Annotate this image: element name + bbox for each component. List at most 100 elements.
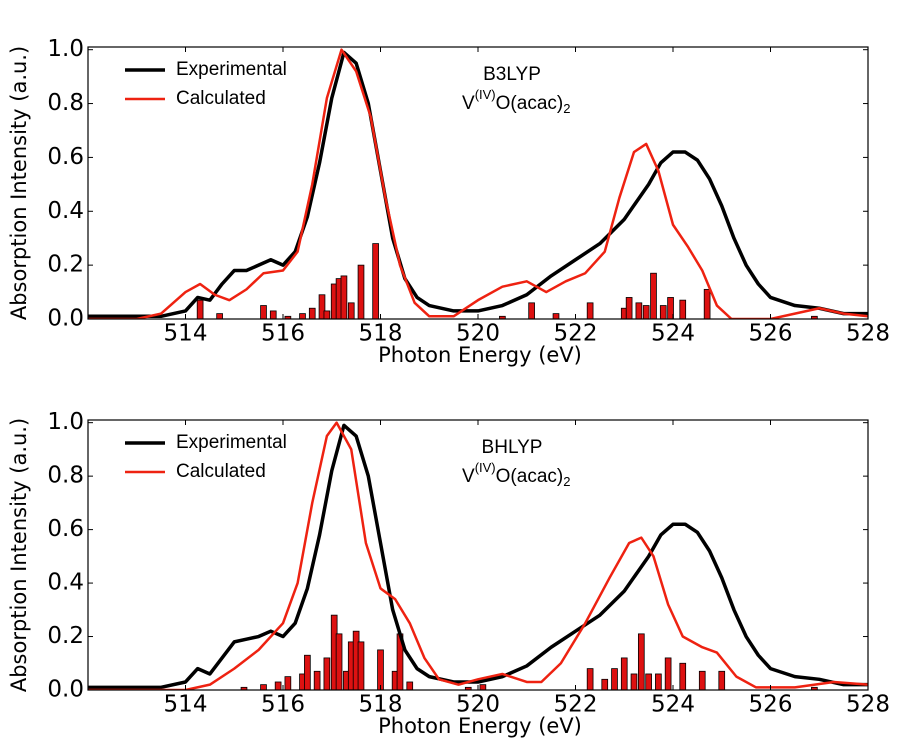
stick-bar	[552, 313, 560, 319]
y-tick-label: 0.6	[47, 516, 84, 542]
y-tick-label: 0.2	[47, 252, 84, 278]
x-tick-label: 528	[846, 692, 890, 718]
formula-label: V(IV)O(acac)2	[462, 460, 570, 489]
stick-bar	[377, 649, 384, 690]
x-tick-label: 518	[359, 321, 403, 347]
y-axis-label: Absorption Intensity (a.u.)	[7, 46, 31, 320]
stick-bar	[655, 673, 662, 690]
formula-part: V	[462, 93, 475, 114]
stick-bar	[625, 297, 633, 319]
y-tick-label: 0.8	[47, 463, 84, 489]
x-tick-label: 522	[554, 321, 598, 347]
stick-bar	[703, 288, 711, 319]
y-axis-label: Absorption Intensity (a.u.)	[7, 418, 31, 692]
stick-bar	[323, 310, 331, 319]
stick-bar	[718, 670, 726, 690]
method-label: B3LYP	[483, 64, 541, 85]
legend-label: Experimental	[176, 432, 287, 453]
x-axis-label: Photon Energy (eV)	[378, 343, 582, 367]
y-tick-label: 0.8	[47, 90, 84, 116]
stick-bar	[323, 657, 331, 690]
legend-label: Experimental	[176, 59, 287, 80]
stick-bar	[645, 673, 652, 690]
formula-part: (IV)	[475, 460, 496, 475]
stick-bar	[499, 315, 506, 319]
stick-bar	[637, 633, 645, 690]
stick-bar	[196, 299, 204, 319]
spectrum-line	[88, 421, 868, 690]
spectrum-line	[88, 48, 868, 319]
stick-bar	[528, 302, 535, 319]
stick-bar	[679, 299, 687, 319]
x-axis-label: Photon Energy (eV)	[378, 714, 582, 738]
panel: 514 516 518 520 522 524 526 528 0.0 0.2 0.4 0.6 0.8 1…	[7, 409, 890, 738]
stick-bar	[260, 305, 267, 319]
stick-bar	[372, 243, 379, 319]
x-tick-label: 516	[261, 692, 305, 718]
y-tick-label: 1.0	[47, 36, 84, 62]
stick-bar	[313, 670, 321, 690]
stick-bar	[274, 681, 282, 690]
x-tick-label: 526	[749, 692, 793, 718]
x-tick-label: 526	[749, 321, 793, 347]
stick-bar	[347, 302, 355, 319]
stick-bar	[318, 294, 326, 319]
method-label: BHLYP	[482, 437, 543, 458]
stick-bar	[659, 305, 667, 319]
stick-bar	[601, 678, 609, 690]
stick-bar	[284, 676, 292, 690]
stick-bar	[698, 670, 706, 690]
stick-bar	[679, 662, 687, 690]
stick-bar	[340, 275, 348, 319]
stick-bar	[611, 668, 618, 690]
stick-bar	[642, 305, 650, 319]
formula-label: V(IV)O(acac)2	[462, 87, 570, 116]
x-tick-label: 528	[846, 321, 890, 347]
x-tick-label: 520	[456, 692, 500, 718]
stick-bar	[216, 313, 223, 319]
stick-bar	[269, 310, 277, 319]
formula-part: O(acac)	[496, 466, 564, 487]
stick-bar	[357, 264, 365, 319]
stick-bar	[284, 315, 292, 319]
stick-bar	[650, 272, 657, 319]
y-tick-label: 0.0	[47, 306, 84, 332]
x-tick-label: 516	[261, 321, 305, 347]
stick-bar	[304, 654, 311, 690]
stick-bar	[630, 673, 638, 690]
x-tick-label: 522	[554, 692, 598, 718]
spectrum-line	[88, 423, 868, 690]
formula-part: O(acac)	[496, 93, 564, 114]
y-tick-label: 1.0	[47, 409, 84, 435]
y-tick-label: 0.4	[47, 198, 84, 224]
stick-bar	[335, 633, 343, 690]
spectrum-line	[88, 50, 868, 319]
legend-label: Calculated	[176, 88, 266, 109]
legend-label: Calculated	[176, 461, 266, 482]
x-tick-label: 514	[164, 692, 208, 718]
plot-area	[88, 421, 868, 690]
y-tick-label: 0.0	[47, 677, 84, 703]
formula-part: 2	[563, 474, 570, 489]
formula-part: 2	[563, 101, 570, 116]
x-tick-label: 524	[651, 321, 695, 347]
stick-bar	[299, 313, 306, 319]
stick-bar	[479, 684, 487, 690]
stick-bar	[586, 668, 594, 690]
y-tick-label: 0.4	[47, 570, 84, 596]
stick-bar	[635, 302, 643, 319]
stick-bar	[664, 657, 672, 690]
panel: 514 516 518 520 522 524 526 528 0.0 0.2 0.4 0.6 0.8 1…	[7, 36, 890, 367]
y-tick-label: 0.6	[47, 144, 84, 170]
formula-part: (IV)	[475, 87, 496, 102]
stick-bar	[260, 684, 267, 690]
x-tick-label: 518	[359, 692, 403, 718]
plot-area	[88, 48, 868, 319]
stick-bar	[620, 657, 628, 690]
x-tick-label: 524	[651, 692, 695, 718]
stick-bar	[586, 302, 594, 319]
stick-bar	[357, 641, 365, 690]
stick-bar	[406, 681, 414, 690]
formula-part: V	[462, 466, 475, 487]
